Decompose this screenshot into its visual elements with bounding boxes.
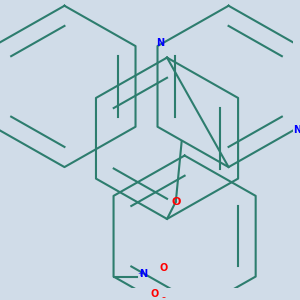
Text: -: -	[161, 292, 165, 300]
Text: +: +	[137, 271, 143, 277]
Text: O: O	[171, 196, 181, 207]
Text: N: N	[292, 124, 300, 135]
Text: N: N	[139, 269, 147, 279]
Text: O: O	[151, 289, 159, 299]
Text: O: O	[159, 263, 167, 273]
Text: N: N	[156, 38, 164, 48]
